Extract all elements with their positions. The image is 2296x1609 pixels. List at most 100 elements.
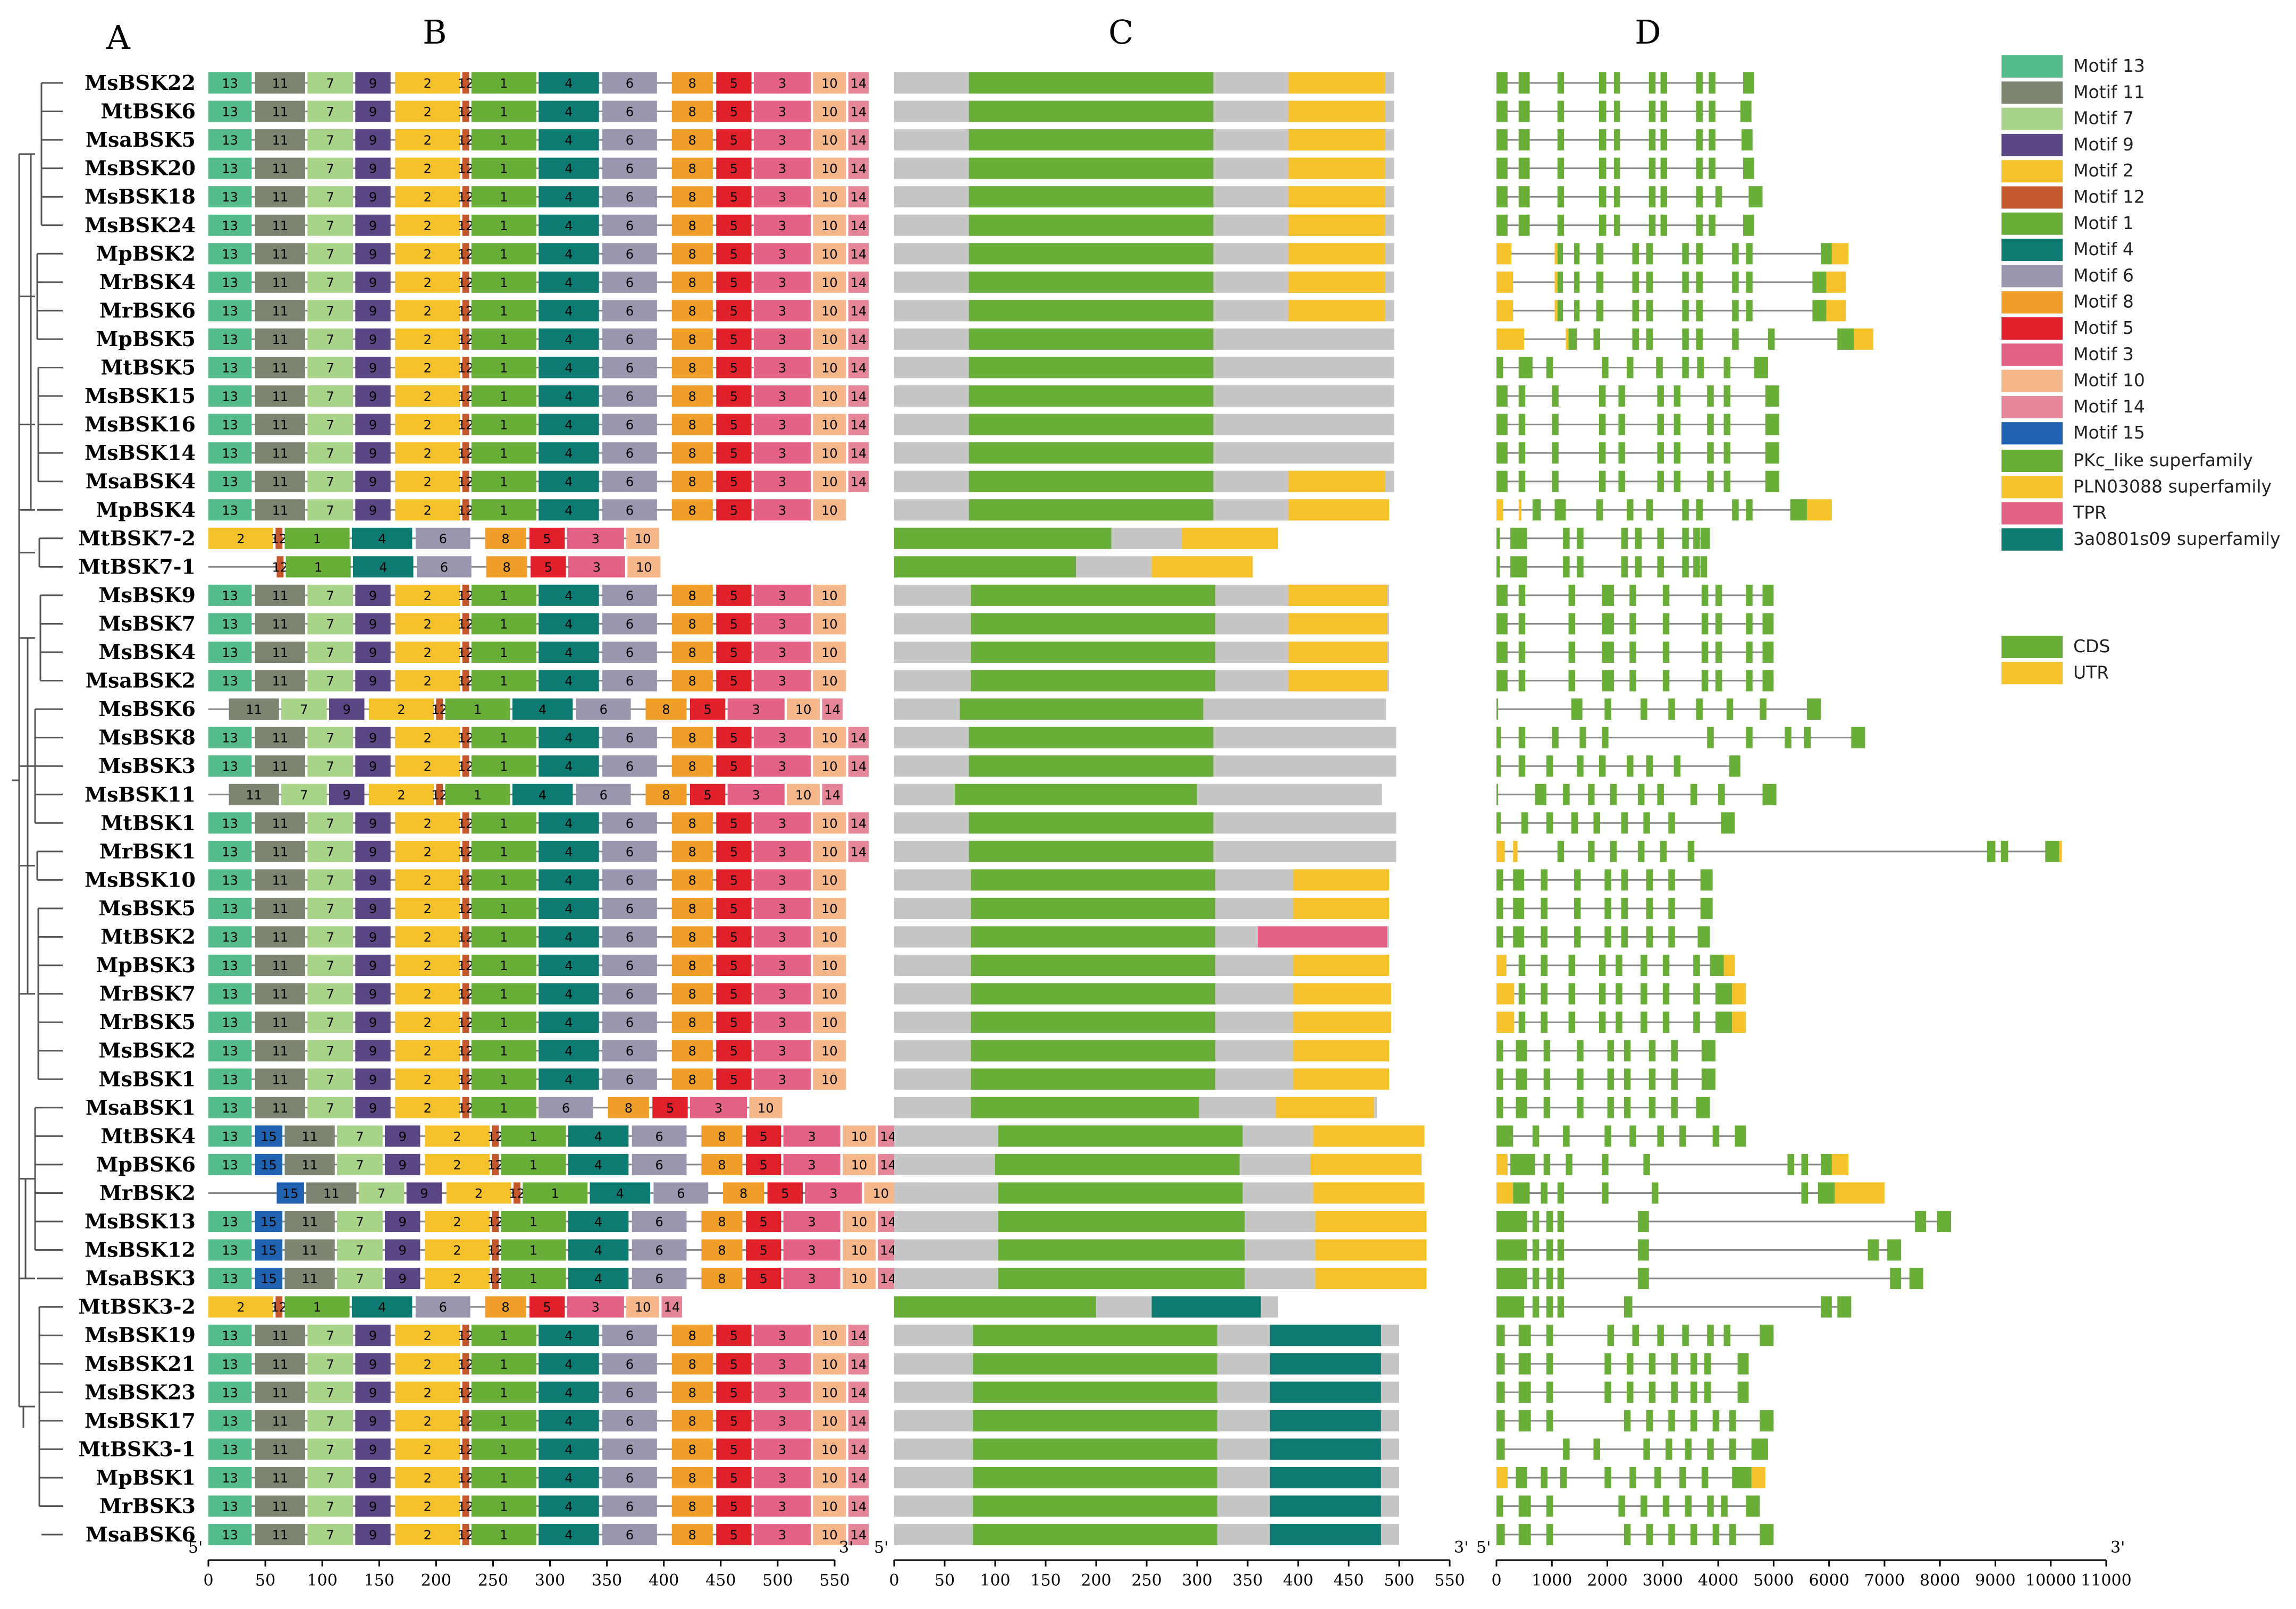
motif-1-box (471, 499, 536, 521)
motif-13-box (208, 157, 252, 179)
motif-number: 7 (326, 759, 334, 774)
motif-11-box (255, 1040, 306, 1062)
motif-number: 12 (458, 588, 474, 603)
motif-3-box (753, 186, 811, 208)
motif-9-box (384, 1239, 420, 1261)
motif-number: 3 (778, 759, 786, 774)
motif-number: 10 (821, 958, 838, 973)
motif-3-box (689, 1097, 747, 1118)
motif-10-box (813, 385, 846, 407)
motif-number: 2 (424, 275, 432, 290)
cds-block (1732, 328, 1739, 350)
motif-number: 6 (655, 1243, 663, 1258)
cds-block (1599, 470, 1606, 492)
motif-number: 13 (222, 1328, 238, 1343)
domain-PLN03088 (1288, 100, 1385, 122)
axis-tick-label: 11000 (2081, 1571, 2131, 1590)
motif-4-box (539, 1012, 599, 1033)
domain-PLN03088 (1288, 499, 1389, 521)
motif-number: 11 (246, 788, 262, 803)
motif-14-box (848, 755, 869, 777)
motif-1-box (471, 1467, 536, 1488)
motif-number: 14 (851, 275, 867, 290)
motif-8-box (671, 869, 713, 891)
motif-number: 1 (314, 560, 322, 575)
cds-block (1704, 1353, 1711, 1375)
motif-8-box (671, 470, 713, 492)
cds-block (1552, 470, 1559, 492)
motif-number: 3 (778, 1072, 786, 1087)
motif-number: 1 (500, 105, 508, 120)
motif-number: 5 (730, 76, 738, 91)
motif-1-box (445, 784, 510, 805)
cds-block (1654, 1467, 1661, 1488)
motif-1-box (471, 1410, 536, 1431)
motif-11-box (255, 328, 306, 350)
motif-3-box (753, 897, 811, 919)
domain-PKc_like (969, 357, 1214, 378)
domain-3a0801s09 (1269, 1467, 1381, 1488)
cds-block (1765, 470, 1779, 492)
cds-block (1557, 271, 1563, 293)
motif-number: 2 (237, 1300, 245, 1315)
motif-number: 4 (565, 304, 573, 318)
motif-8-box (701, 1268, 743, 1290)
cds-block (1571, 698, 1583, 720)
cds-block (1579, 727, 1586, 748)
motif-number: 11 (272, 1044, 289, 1059)
cds-block (1682, 328, 1689, 350)
motif-number: 5 (730, 105, 738, 120)
cds-block (1707, 1438, 1714, 1460)
cds-block (1746, 727, 1753, 748)
cds-block (1518, 613, 1526, 635)
motif-7-box (307, 983, 354, 1005)
gene-label: MtBSK4 (100, 1124, 196, 1148)
motif-number: 10 (821, 133, 838, 148)
motif-2-box (424, 1239, 490, 1261)
domain-PKc_like (973, 1325, 1217, 1346)
motif-number: 5 (543, 1300, 551, 1315)
motif-6-box (602, 983, 657, 1005)
cds-block (2045, 840, 2059, 862)
domain-PLN03088 (1315, 1239, 1427, 1261)
domain-PLN03088 (1276, 1097, 1374, 1118)
motif-number: 4 (565, 361, 573, 376)
cds-block (1546, 357, 1553, 378)
motif-2-box (395, 414, 460, 435)
motif-number: 5 (730, 446, 738, 461)
motif-2-box (424, 1153, 490, 1175)
motif-7-box (337, 1268, 383, 1290)
motif-2-box (395, 613, 460, 635)
domain-PLN03088 (1288, 584, 1387, 606)
motif-number: 5 (730, 674, 738, 689)
motif-12-box (275, 527, 283, 549)
domain-PKc_like (969, 385, 1214, 407)
motif-3-box (727, 698, 785, 720)
motif-number: 13 (222, 1044, 238, 1059)
motif-number: 7 (377, 1186, 385, 1201)
motif-8-box (671, 129, 713, 151)
motif-3-box (753, 613, 811, 635)
motif-8-box (485, 527, 526, 549)
motif-10-box (813, 1410, 846, 1431)
cds-block (1599, 100, 1607, 122)
cds-block (1496, 527, 1500, 549)
cds-block (1697, 357, 1704, 378)
cds-block (1510, 556, 1527, 578)
motif-11-box (255, 727, 306, 748)
gene-label: MsaBSK1 (86, 1096, 196, 1119)
cds-block (1696, 214, 1703, 236)
legend-swatch-motif-10 (2001, 369, 2063, 392)
motif-15-box (255, 1211, 283, 1232)
motif-2-box (446, 1182, 511, 1204)
motif-number: 1 (529, 1158, 537, 1173)
motif-6-box (602, 642, 657, 663)
motif-13-box (208, 100, 252, 122)
motif-4-box (539, 1438, 599, 1460)
motif-12-box (462, 869, 469, 891)
motif-13-box (208, 1268, 252, 1290)
domain-PLN03088 (1313, 1182, 1425, 1204)
motif-number: 7 (326, 902, 334, 916)
motif-number: 12 (458, 190, 474, 205)
motif-4-box (539, 642, 599, 663)
